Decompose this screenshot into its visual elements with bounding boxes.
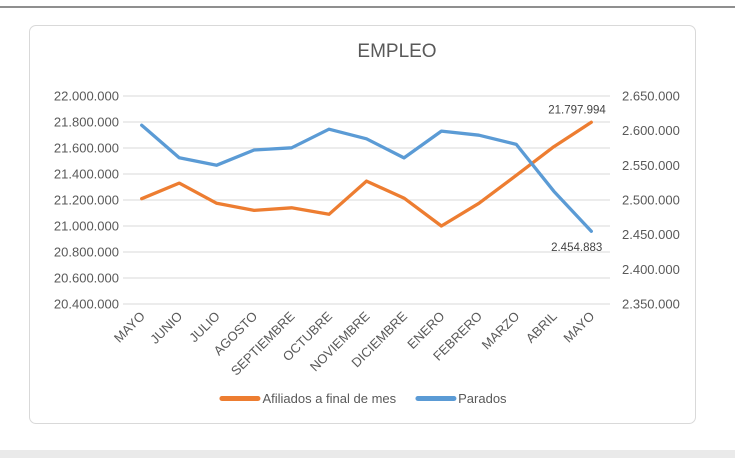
x-axis-label: JUNIO bbox=[147, 309, 185, 347]
legend-item-parados: Parados bbox=[415, 391, 507, 406]
chart-legend: Afiliados a final de mes Parados bbox=[219, 391, 507, 406]
chart-title: EMPLEO bbox=[357, 41, 437, 62]
legend-label-parados: Parados bbox=[458, 391, 507, 406]
left-axis-tick-label: 20.800.000 bbox=[54, 245, 119, 260]
right-axis-tick-label: 2.600.000 bbox=[622, 123, 680, 138]
right-axis-tick-label: 2.550.000 bbox=[622, 158, 680, 173]
left-axis-tick-label: 20.600.000 bbox=[54, 271, 119, 286]
left-axis-tick-label: 22.000.000 bbox=[54, 89, 119, 104]
series-line-parados bbox=[140, 123, 593, 233]
x-axis-label: MAYO bbox=[111, 309, 148, 346]
left-axis-tick-label: 21.400.000 bbox=[54, 167, 119, 182]
series-line-afiliados bbox=[140, 120, 593, 228]
left-axis-tick-label: 21.600.000 bbox=[54, 141, 119, 156]
left-axis-tick-label: 21.200.000 bbox=[54, 193, 119, 208]
top-border-line bbox=[0, 6, 735, 8]
legend-marker-afiliados-icon bbox=[219, 396, 261, 401]
right-axis-tick-label: 2.450.000 bbox=[622, 227, 680, 242]
bottom-gray-band bbox=[0, 450, 735, 458]
x-axis-label: MAYO bbox=[560, 309, 597, 346]
left-axis-tick-label: 20.400.000 bbox=[54, 297, 119, 312]
left-axis-tick-label: 21.000.000 bbox=[54, 219, 119, 234]
legend-item-afiliados: Afiliados a final de mes bbox=[219, 391, 396, 406]
right-axis-tick-label: 2.650.000 bbox=[622, 89, 680, 104]
right-axis-tick-label: 2.500.000 bbox=[622, 193, 680, 208]
x-axis-label: ABRIL bbox=[523, 309, 560, 346]
right-axis-tick-label: 2.350.000 bbox=[622, 297, 680, 312]
data-label: 21.797.994 bbox=[548, 104, 606, 116]
left-axis-tick-label: 21.800.000 bbox=[54, 115, 119, 130]
data-label: 2.454.883 bbox=[551, 242, 602, 254]
legend-label-afiliados: Afiliados a final de mes bbox=[262, 391, 397, 406]
legend-marker-parados-icon bbox=[415, 396, 457, 401]
x-axis-label: MARZO bbox=[479, 309, 523, 353]
right-axis-tick-label: 2.400.000 bbox=[622, 262, 680, 277]
